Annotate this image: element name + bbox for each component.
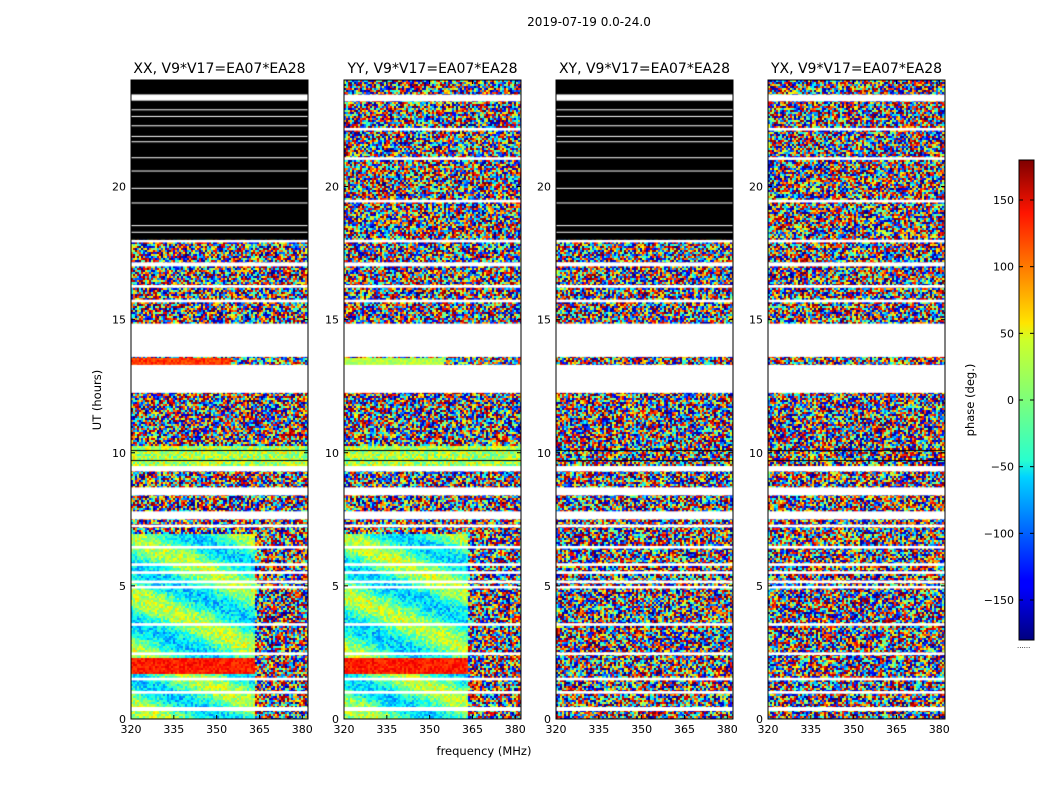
y-tick-label: 10 bbox=[325, 447, 339, 460]
x-tick-label: 380 bbox=[929, 723, 950, 736]
colorbar-footer: ...... bbox=[1017, 642, 1030, 650]
x-tick-label: 320 bbox=[334, 723, 355, 736]
panel-title: YX, V9*V17=EA07*EA28 bbox=[770, 61, 942, 77]
y-tick-label: 0 bbox=[756, 713, 763, 726]
y-tick-label: 10 bbox=[537, 447, 551, 460]
colorbar-label: phase (deg.) bbox=[963, 364, 977, 437]
panel-title: XY, V9*V17=EA07*EA28 bbox=[559, 61, 730, 77]
x-tick-label: 365 bbox=[886, 723, 907, 736]
axes-frame bbox=[767, 79, 946, 720]
x-tick-label: 365 bbox=[462, 723, 483, 736]
x-tick-label: 350 bbox=[631, 723, 652, 736]
x-tick-label: 365 bbox=[249, 723, 270, 736]
axes-frame bbox=[130, 79, 309, 720]
figure-title: 2019-07-19 0.0-24.0 bbox=[527, 15, 651, 29]
colorbar-tick-label: 50 bbox=[1000, 327, 1014, 340]
x-tick-label: 320 bbox=[121, 723, 142, 736]
y-tick-label: 20 bbox=[325, 181, 339, 194]
colorbar-tick-label: −100 bbox=[984, 527, 1014, 540]
panel-xy: XY, V9*V17=EA07*EA28 320 335 350 365 380 0 5 10 1… bbox=[537, 61, 738, 736]
y-tick-label: 20 bbox=[537, 181, 551, 194]
colorbar-tick-label: 0 bbox=[1007, 394, 1014, 407]
x-tick-label: 335 bbox=[376, 723, 397, 736]
y-tick-label: 0 bbox=[544, 713, 551, 726]
panel-xx: XX, V9*V17=EA07*EA28 320 335 350 365 380 0 5 10 1… bbox=[112, 61, 313, 736]
x-tick-label: 335 bbox=[800, 723, 821, 736]
colorbar-tick-label: −150 bbox=[984, 594, 1014, 607]
colorbar: −150 −100 −50 0 50 100 150 phase (deg.) ...... bbox=[963, 159, 1035, 650]
y-tick-label: 20 bbox=[112, 181, 126, 194]
panel-title: XX, V9*V17=EA07*EA28 bbox=[133, 61, 305, 77]
x-axis-label: frequency (MHz) bbox=[437, 744, 532, 758]
y-tick-label: 5 bbox=[756, 580, 763, 593]
colorbar-fill bbox=[1019, 160, 1034, 640]
panel-title: YY, V9*V17=EA07*EA28 bbox=[346, 61, 517, 77]
y-tick-label: 15 bbox=[112, 314, 126, 327]
x-tick-label: 380 bbox=[505, 723, 526, 736]
x-tick-label: 350 bbox=[419, 723, 440, 736]
x-tick-label: 365 bbox=[674, 723, 695, 736]
colorbar-tick-label: 100 bbox=[993, 261, 1014, 274]
phase-heatmap bbox=[344, 80, 521, 719]
y-tick-label: 10 bbox=[749, 447, 763, 460]
y-axis-label: UT (hours) bbox=[90, 370, 104, 430]
x-tick-label: 350 bbox=[206, 723, 227, 736]
phase-heatmap bbox=[768, 80, 945, 719]
y-tick-label: 15 bbox=[749, 314, 763, 327]
axes-frame bbox=[343, 79, 522, 720]
y-tick-label: 5 bbox=[119, 580, 126, 593]
panel-yx: YX, V9*V17=EA07*EA28 320 335 350 365 380 0 5 10 1… bbox=[749, 61, 950, 736]
colorbar-tick-label: 150 bbox=[993, 194, 1014, 207]
y-tick-label: 15 bbox=[537, 314, 551, 327]
colorbar-tick-label: −50 bbox=[991, 461, 1014, 474]
panel-yy: YY, V9*V17=EA07*EA28 320 335 350 365 380 0 5 10 1… bbox=[325, 61, 526, 736]
y-tick-label: 5 bbox=[544, 580, 551, 593]
colorbar-ticks: −150 −100 −50 0 50 100 150 bbox=[984, 194, 1034, 607]
y-tick-label: 0 bbox=[332, 713, 339, 726]
phase-heatmap bbox=[131, 80, 308, 719]
x-tick-label: 380 bbox=[292, 723, 313, 736]
x-tick-label: 335 bbox=[163, 723, 184, 736]
y-tick-label: 5 bbox=[332, 580, 339, 593]
y-tick-label: 15 bbox=[325, 314, 339, 327]
x-tick-label: 350 bbox=[843, 723, 864, 736]
y-tick-label: 10 bbox=[112, 447, 126, 460]
x-tick-label: 320 bbox=[758, 723, 779, 736]
x-tick-label: 335 bbox=[588, 723, 609, 736]
axes-frame bbox=[555, 79, 734, 720]
x-tick-label: 320 bbox=[546, 723, 567, 736]
phase-heatmap bbox=[556, 80, 733, 719]
y-tick-label: 20 bbox=[749, 181, 763, 194]
panels-group: XX, V9*V17=EA07*EA28 320 335 350 365 380 0 5 10 1… bbox=[112, 61, 950, 736]
y-tick-label: 0 bbox=[119, 713, 126, 726]
x-tick-label: 380 bbox=[717, 723, 738, 736]
